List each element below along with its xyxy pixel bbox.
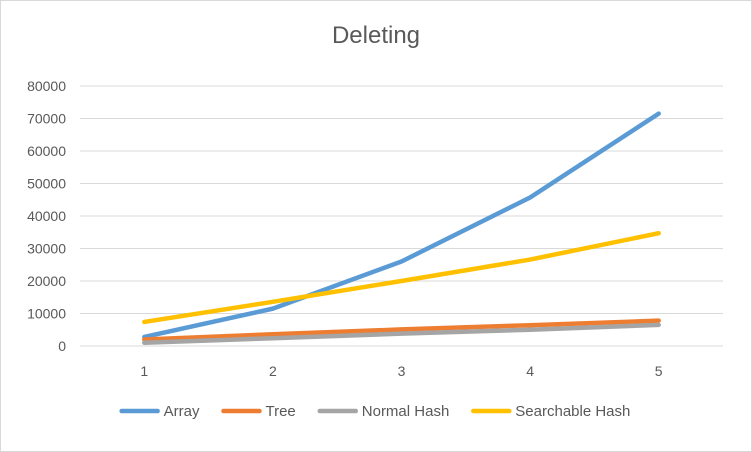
y-tick-label: 40000 bbox=[27, 208, 66, 224]
x-tick-label: 1 bbox=[140, 363, 148, 379]
y-axis-tick-labels: 0 10000 20000 30000 40000 50000 60000 70000 8000… bbox=[27, 78, 66, 354]
chart-title: Deleting bbox=[331, 22, 421, 49]
y-tick-label: 70000 bbox=[27, 111, 66, 127]
series-line-normal-hash bbox=[142, 322, 661, 345]
legend: Array Tree Normal Hash Searchable Hash bbox=[119, 403, 630, 420]
y-tick-label: 20000 bbox=[27, 273, 66, 289]
y-tick-label: 60000 bbox=[27, 143, 66, 159]
gridlines bbox=[80, 85, 723, 347]
y-tick-label: 80000 bbox=[27, 78, 66, 94]
legend-label-tree: Tree bbox=[265, 403, 295, 420]
y-tick-label: 50000 bbox=[27, 176, 66, 192]
legend-label-array: Array bbox=[164, 403, 200, 420]
y-tick-label: 30000 bbox=[27, 241, 66, 257]
x-tick-label: 3 bbox=[398, 363, 406, 379]
series-lines bbox=[142, 111, 661, 345]
x-tick-label: 5 bbox=[655, 363, 663, 379]
legend-label-normal-hash: Normal Hash bbox=[362, 403, 450, 420]
x-tick-label: 2 bbox=[269, 363, 277, 379]
y-tick-label: 10000 bbox=[27, 306, 66, 322]
series-line-array bbox=[142, 111, 661, 340]
legend-label-searchable-hash: Searchable Hash bbox=[515, 403, 630, 420]
series-line-searchable-hash bbox=[142, 230, 661, 325]
series-line-tree bbox=[142, 318, 661, 342]
x-axis-tick-labels: 1 2 3 4 5 bbox=[140, 363, 662, 379]
x-tick-label: 4 bbox=[526, 363, 534, 379]
y-tick-label: 0 bbox=[58, 338, 66, 354]
